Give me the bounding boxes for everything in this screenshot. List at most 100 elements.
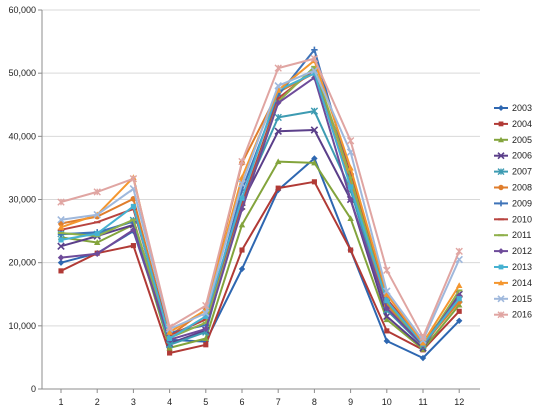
series-layer [57,46,463,362]
legend-item: 2011 [494,230,531,240]
data-point [497,311,505,319]
data-point [311,70,317,76]
x-tick-label: 9 [348,397,353,407]
y-tick-label: 30,000 [8,195,36,205]
data-point [238,157,246,166]
data-point [165,323,174,331]
x-tick-label: 4 [167,397,172,407]
data-point [346,137,355,145]
data-point [238,205,246,213]
data-point [58,268,64,274]
data-point [275,158,282,165]
data-point [275,99,282,107]
data-point [57,254,65,261]
x-tick-label: 11 [418,397,427,407]
data-point [456,317,463,324]
data-point [419,333,427,341]
y-tick-label: 0 [31,384,36,394]
x-tick-label: 7 [276,397,281,407]
series-line [60,129,461,349]
x-tick-label: 3 [131,397,136,407]
data-point [202,335,209,342]
data-point [93,188,101,196]
x-tick-label: 10 [382,397,392,407]
legend-item: 2013 [494,262,532,272]
data-point [130,203,136,210]
legend-item: 2016 [494,310,532,320]
data-point [57,215,65,224]
data-point [497,295,505,303]
x-tick-label: 12 [454,397,464,407]
series-line [60,57,461,339]
legend-label: 2007 [512,167,532,177]
data-point [347,164,354,171]
y-tick-labels: 0 10,000 20,000 30,000 40,000 50,000 60,000 [8,5,42,394]
series-line [60,72,460,346]
legend-label: 2015 [512,294,532,304]
data-point [238,221,246,228]
data-point [57,198,65,206]
y-tick-label: 60,000 [8,5,36,15]
x-tick-label: 1 [58,397,63,407]
data-point [348,184,354,190]
data-point [94,231,100,237]
data-point [419,339,427,346]
series-line [60,76,461,347]
data-point [57,224,65,230]
legend-label: 2010 [512,214,532,224]
data-point [310,107,319,115]
data-point [456,308,462,314]
data-point [274,127,282,136]
data-point [419,354,427,362]
data-point [383,337,390,345]
y-tick-label: 10,000 [8,321,36,331]
legend-label: 2008 [512,183,532,193]
legend-item: 2003 [494,103,532,113]
data-point [238,179,246,188]
series-line [60,160,460,351]
legend-item: 2008 [494,183,532,193]
data-point [130,226,137,234]
gridlines [42,9,480,327]
data-point [456,282,463,288]
x-tick-labels: 1 2 3 4 5 6 7 8 9 10 11 12 [58,389,464,407]
data-point [384,298,390,304]
data-point [274,82,282,90]
x-tick-label: 8 [312,397,317,407]
data-point [311,159,318,166]
legend-label: 2014 [512,278,532,288]
data-point [498,105,504,111]
data-point [274,113,282,122]
series-line [60,180,460,354]
data-point [203,313,209,319]
y-tick-label: 20,000 [8,258,36,268]
data-point [383,266,391,274]
data-point [455,247,463,255]
x-tick-label: 5 [203,397,208,407]
data-point [167,350,173,356]
data-point [384,328,390,334]
data-point [202,309,210,317]
data-point [498,136,504,143]
legend-label: 2012 [512,246,532,256]
legend-item: 2004 [494,119,532,129]
data-point [94,239,101,246]
data-point [383,312,391,321]
data-point [239,247,245,253]
data-point [383,291,390,297]
data-point [274,64,282,72]
data-point [498,200,504,207]
legend-item: 2015 [494,294,532,304]
data-point [202,301,210,310]
data-point [166,328,173,335]
series-2004 [58,179,462,356]
y-tick-label: 40,000 [8,131,36,141]
legend-item: 2006 [494,151,532,161]
data-point [93,210,101,219]
data-point [383,287,391,295]
data-point [498,279,504,286]
legend-item: 2012 [494,246,532,256]
data-point [239,195,245,201]
series-line [60,69,461,342]
legend-label: 2009 [512,198,532,208]
